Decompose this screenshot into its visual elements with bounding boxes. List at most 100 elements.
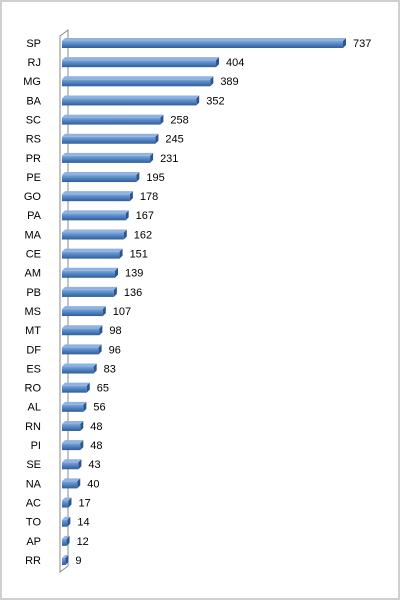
bar-cap	[136, 172, 140, 183]
bar-cap	[119, 248, 123, 259]
y-tick-label: RS	[26, 134, 41, 146]
bar	[62, 423, 81, 431]
axis-wall	[59, 29, 69, 573]
bar-top	[62, 286, 117, 290]
bar-top	[62, 229, 127, 233]
value-label: 12	[77, 536, 89, 548]
bar	[62, 328, 100, 336]
y-tick-label: MS	[25, 306, 42, 318]
bar-cap	[343, 38, 346, 48]
bar	[62, 538, 67, 546]
bar-cap	[66, 535, 70, 546]
value-label: 167	[136, 210, 154, 222]
bar-cap	[68, 497, 72, 508]
bar-cap	[150, 152, 154, 163]
bar	[62, 347, 99, 355]
y-tick-label: CE	[26, 249, 41, 261]
bar-top	[62, 38, 346, 41]
bar	[62, 194, 130, 202]
bar-cap	[99, 325, 103, 336]
y-tick-label: RN	[25, 421, 41, 433]
bar	[62, 251, 120, 259]
value-label: 245	[165, 134, 183, 146]
bar-top	[62, 267, 118, 271]
bar-top	[62, 114, 164, 118]
bar-cap	[113, 286, 117, 297]
y-tick-label: PE	[26, 172, 41, 184]
value-label: 65	[97, 383, 109, 395]
y-tick-label: SE	[26, 459, 41, 471]
bar	[62, 136, 156, 144]
bar-top	[62, 191, 133, 195]
value-label: 17	[78, 497, 90, 509]
y-tick-label: RJ	[28, 57, 41, 69]
y-tick-label: RR	[25, 555, 41, 567]
bar	[62, 366, 94, 374]
bar-top	[62, 306, 106, 310]
y-tick-label: SP	[26, 38, 41, 50]
bar	[62, 289, 114, 297]
value-label: 43	[88, 459, 100, 471]
y-tick-label: AM	[25, 268, 42, 280]
bar-cap	[80, 440, 84, 451]
bar-cap	[77, 478, 81, 489]
value-label: 14	[77, 517, 89, 529]
bar	[62, 462, 79, 470]
bar-top	[62, 497, 72, 501]
y-tick-label: MG	[23, 76, 41, 88]
bar-top	[62, 440, 84, 444]
bar	[62, 117, 161, 125]
y-tick-label: DF	[26, 344, 41, 356]
bar-top	[62, 382, 90, 386]
bar	[62, 385, 87, 393]
value-label: 96	[109, 344, 121, 356]
y-tick-label: TO	[26, 517, 42, 529]
y-tick-label: AC	[26, 497, 41, 509]
bar-top	[62, 210, 129, 214]
y-tick-label: GO	[24, 191, 42, 203]
y-tick-label: PI	[31, 440, 41, 452]
bar	[62, 270, 115, 278]
value-label: 139	[125, 268, 143, 280]
y-tick-label: PA	[27, 210, 42, 222]
bar	[62, 232, 124, 240]
bar-cap	[210, 76, 214, 87]
bar-top	[62, 401, 87, 405]
bar-cap	[196, 95, 200, 106]
bar-cap	[86, 382, 90, 393]
bar-top	[62, 133, 159, 137]
bar-top	[62, 325, 103, 329]
bar-cap	[102, 306, 106, 317]
value-label: 136	[124, 287, 142, 299]
bar	[62, 41, 343, 48]
y-tick-label: AL	[28, 402, 41, 414]
y-tick-label: MT	[25, 325, 41, 337]
bar	[62, 98, 197, 106]
bar	[62, 79, 211, 87]
value-label: 83	[104, 363, 116, 375]
y-tick-label: PB	[26, 287, 41, 299]
y-tick-label: ES	[26, 363, 41, 375]
bar-top	[62, 95, 200, 99]
bar-top	[62, 248, 123, 252]
value-label: 151	[130, 249, 148, 261]
bar	[62, 175, 137, 183]
bar-top	[62, 344, 102, 348]
value-label: 178	[140, 191, 158, 203]
y-tick-label: PR	[26, 153, 41, 165]
bar-cap	[93, 363, 97, 374]
value-label: 352	[206, 95, 224, 107]
bar-cap	[80, 420, 84, 431]
bar-top	[62, 152, 154, 156]
y-tick-label: MA	[25, 229, 42, 241]
y-tick-label: BA	[26, 95, 41, 107]
y-tick-label: RO	[25, 383, 42, 395]
bar-cap	[98, 344, 102, 355]
y-tick-label: SC	[26, 114, 41, 126]
value-label: 389	[220, 76, 238, 88]
bar-cap	[114, 267, 118, 278]
y-tick-label: NA	[26, 478, 42, 490]
value-label: 162	[134, 229, 152, 241]
bar	[62, 519, 68, 527]
bar	[62, 481, 78, 489]
